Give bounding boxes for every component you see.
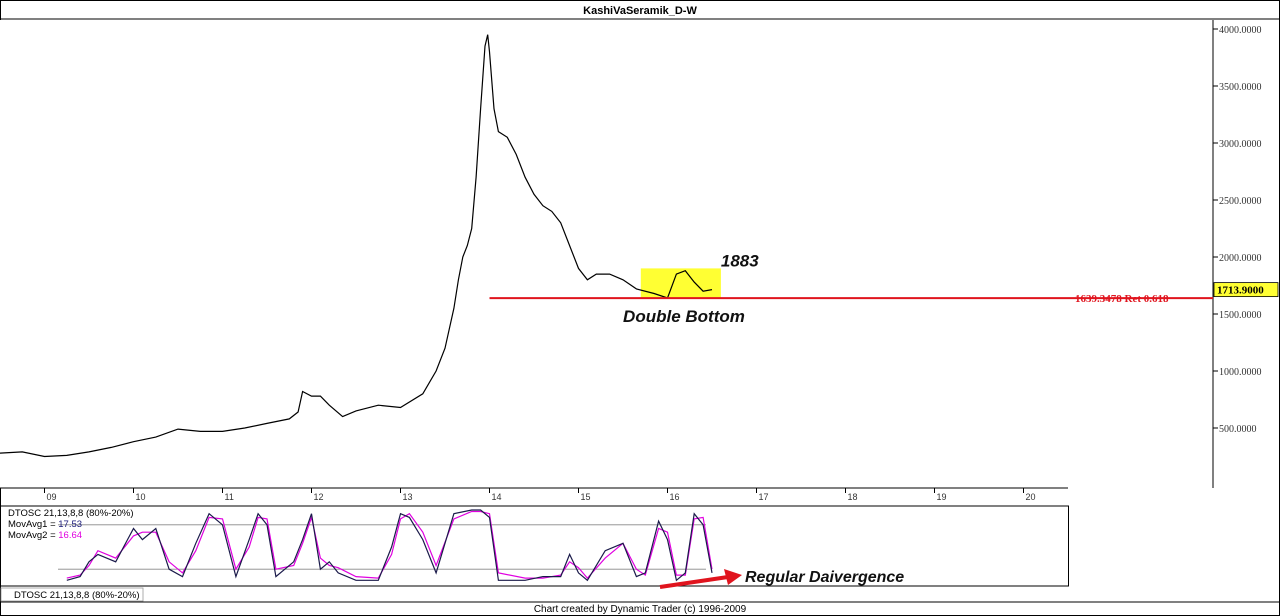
osc-legend-movavg1: MovAvg1 = 17.53 (8, 519, 82, 530)
x-tick-label: 11 (225, 492, 234, 502)
y-tick-label: 3000.0000 (1219, 139, 1262, 150)
divergence-arrow-head (724, 569, 742, 585)
chart-title: KashiVaSeramik_D-W (583, 5, 697, 17)
annotation-1883: 1883 (721, 251, 759, 270)
oscillator-panel: DTOSC 21,13,8,8 (80%-20%) MovAvg1 = 17.5… (0, 505, 1069, 589)
retracement-label: 1639.3478 Ret 0.618 (1075, 293, 1169, 305)
y-tick-label: 1000.0000 (1219, 367, 1262, 378)
x-tick-label: 18 (848, 492, 858, 502)
x-axis-ticks: 09 10 11 12 13 14 15 16 17 18 19 20 (44, 488, 1036, 502)
x-tick-label: 13 (403, 492, 413, 502)
y-axis-ticks: 500.0000 1000.0000 1500.0000 2000.0000 2500.… (1213, 25, 1262, 435)
osc-tab-label: DTOSC 21,13,8,8 (80%-20%) (14, 590, 140, 601)
y-tick-label: 2000.0000 (1219, 253, 1262, 264)
y-tick-label: 4000.0000 (1219, 25, 1262, 36)
price-series-line (0, 34, 713, 458)
osc-tab[interactable] (0, 587, 144, 602)
price-panel: 500.0000 1000.0000 1500.0000 2000.0000 2500.… (0, 20, 1279, 502)
last-price-label: 1713.9000 (1217, 285, 1264, 297)
oscillator-panel-frame (0, 505, 1069, 587)
x-tick-label: 16 (670, 492, 680, 502)
y-tick-label: 2500.0000 (1219, 196, 1262, 207)
osc-legend-movavg2-label: MovAvg2 = (8, 530, 58, 541)
x-tick-label: 20 (1026, 492, 1036, 502)
osc-legend-title: DTOSC 21,13,8,8 (80%-20%) (8, 508, 134, 519)
osc-legend-movavg1-value: 17.53 (58, 519, 82, 530)
osc-legend-movavg1-label: MovAvg1 = (8, 519, 58, 530)
y-tick-label: 1500.0000 (1219, 310, 1262, 321)
divergence-arrow-shaft (659, 575, 729, 589)
osc-legend-movavg2: MovAvg2 = 16.64 (8, 530, 82, 541)
osc-movavg2-line (66, 510, 713, 580)
divergence-arrow (659, 569, 742, 589)
x-tick-label: 17 (759, 492, 769, 502)
x-tick-label: 09 (47, 492, 57, 502)
x-tick-label: 12 (314, 492, 324, 502)
y-tick-label: 3500.0000 (1219, 82, 1262, 93)
price-panel-area (0, 20, 1213, 488)
osc-legend-movavg2-value: 16.64 (58, 530, 82, 541)
x-tick-label: 10 (136, 492, 146, 502)
chart-footer: Chart created by Dynamic Trader (c) 1996… (534, 604, 747, 615)
y-tick-label: 500.0000 (1219, 424, 1257, 435)
annotation-regular-divergence: Regular Daivergence (745, 569, 904, 586)
last-price-box (1213, 282, 1279, 298)
x-tick-label: 15 (581, 492, 591, 502)
x-tick-label: 19 (937, 492, 947, 502)
x-tick-label: 14 (492, 492, 502, 502)
annotation-double-bottom: Double Bottom (623, 307, 745, 326)
osc-movavg1-line (66, 509, 713, 582)
